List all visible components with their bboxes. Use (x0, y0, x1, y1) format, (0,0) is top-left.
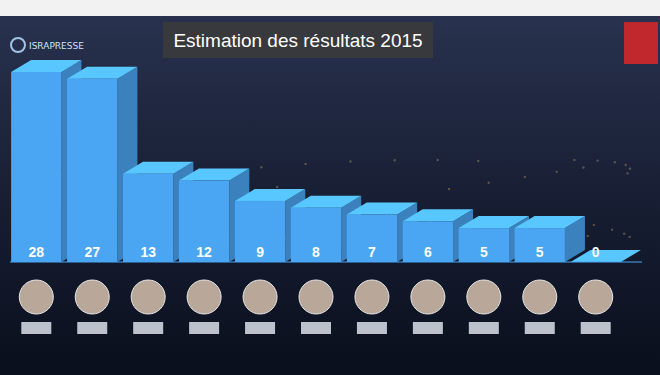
light (611, 229, 613, 231)
baseline (10, 262, 642, 263)
party-logo (133, 322, 163, 334)
light (596, 159, 598, 161)
light (587, 235, 589, 237)
bar-top (235, 189, 305, 201)
party-logo (581, 322, 611, 334)
bar (347, 215, 397, 263)
data-label: 13 (140, 244, 156, 260)
party-logo (245, 322, 275, 334)
party-logo (413, 322, 443, 334)
light (349, 160, 351, 162)
light (437, 159, 439, 161)
portrait (75, 280, 109, 314)
portrait (467, 280, 501, 314)
data-label: 28 (29, 244, 45, 260)
background (0, 0, 660, 375)
annotation: ISRAPRESSE (29, 41, 84, 51)
title: Estimation des résultats 2015 (173, 30, 422, 51)
portrait (131, 280, 165, 314)
data-label: 12 (196, 244, 212, 260)
light (626, 172, 628, 174)
bar-top (179, 169, 249, 181)
category-axis (19, 280, 612, 334)
party-logo (525, 322, 555, 334)
light (624, 164, 626, 166)
data-label: 5 (480, 244, 488, 260)
party-logo (21, 322, 51, 334)
bar (515, 228, 565, 262)
bar-top (11, 60, 81, 72)
data-label: 9 (256, 244, 264, 260)
bar-top (123, 162, 193, 174)
data-label: 5 (536, 244, 544, 260)
light (629, 168, 631, 170)
portrait (299, 280, 333, 314)
portrait (355, 280, 389, 314)
light (394, 159, 396, 161)
light (593, 224, 595, 226)
party-logo (357, 322, 387, 334)
data-label: 27 (84, 244, 100, 260)
channel-logo (624, 22, 658, 64)
data-label: 7 (368, 244, 376, 260)
light (488, 182, 490, 184)
data-labels: 28 27 13 12 9 8 7 6 5 5 0 (29, 244, 600, 260)
bar (123, 174, 173, 262)
light (524, 176, 526, 178)
portrait (187, 280, 221, 314)
bar (235, 201, 285, 262)
portrait (523, 280, 557, 314)
bars (11, 60, 641, 262)
title-box (163, 22, 433, 58)
bar-top (403, 209, 473, 221)
bar (291, 208, 341, 262)
light (260, 166, 262, 168)
data-label: 8 (312, 244, 320, 260)
light (582, 166, 584, 168)
bar-top (515, 216, 585, 228)
bar (67, 79, 117, 262)
party-logo (301, 322, 331, 334)
logo-icon (11, 38, 25, 52)
bar (459, 228, 509, 262)
top-strip (0, 0, 660, 16)
party-logo (77, 322, 107, 334)
bar-top (347, 203, 417, 215)
chart: 28 27 13 12 9 8 7 6 5 5 0 Estimation des résultats … (0, 0, 660, 375)
light (623, 233, 625, 235)
light (628, 236, 630, 238)
light (614, 161, 616, 163)
bar (11, 72, 61, 262)
portrait (579, 280, 613, 314)
party-logo (469, 322, 499, 334)
light (555, 171, 557, 173)
portrait (411, 280, 445, 314)
data-label: 0 (592, 244, 600, 260)
bar-top (67, 67, 137, 79)
bar (403, 221, 453, 262)
bar-top (291, 196, 361, 208)
bar-top (571, 250, 641, 262)
light (304, 163, 306, 165)
data-label: 6 (424, 244, 432, 260)
portrait (19, 280, 53, 314)
bar (179, 181, 229, 262)
light (477, 160, 479, 162)
light (276, 186, 278, 188)
party-logo (189, 322, 219, 334)
light (573, 159, 575, 161)
light (448, 188, 450, 190)
portrait (243, 280, 277, 314)
